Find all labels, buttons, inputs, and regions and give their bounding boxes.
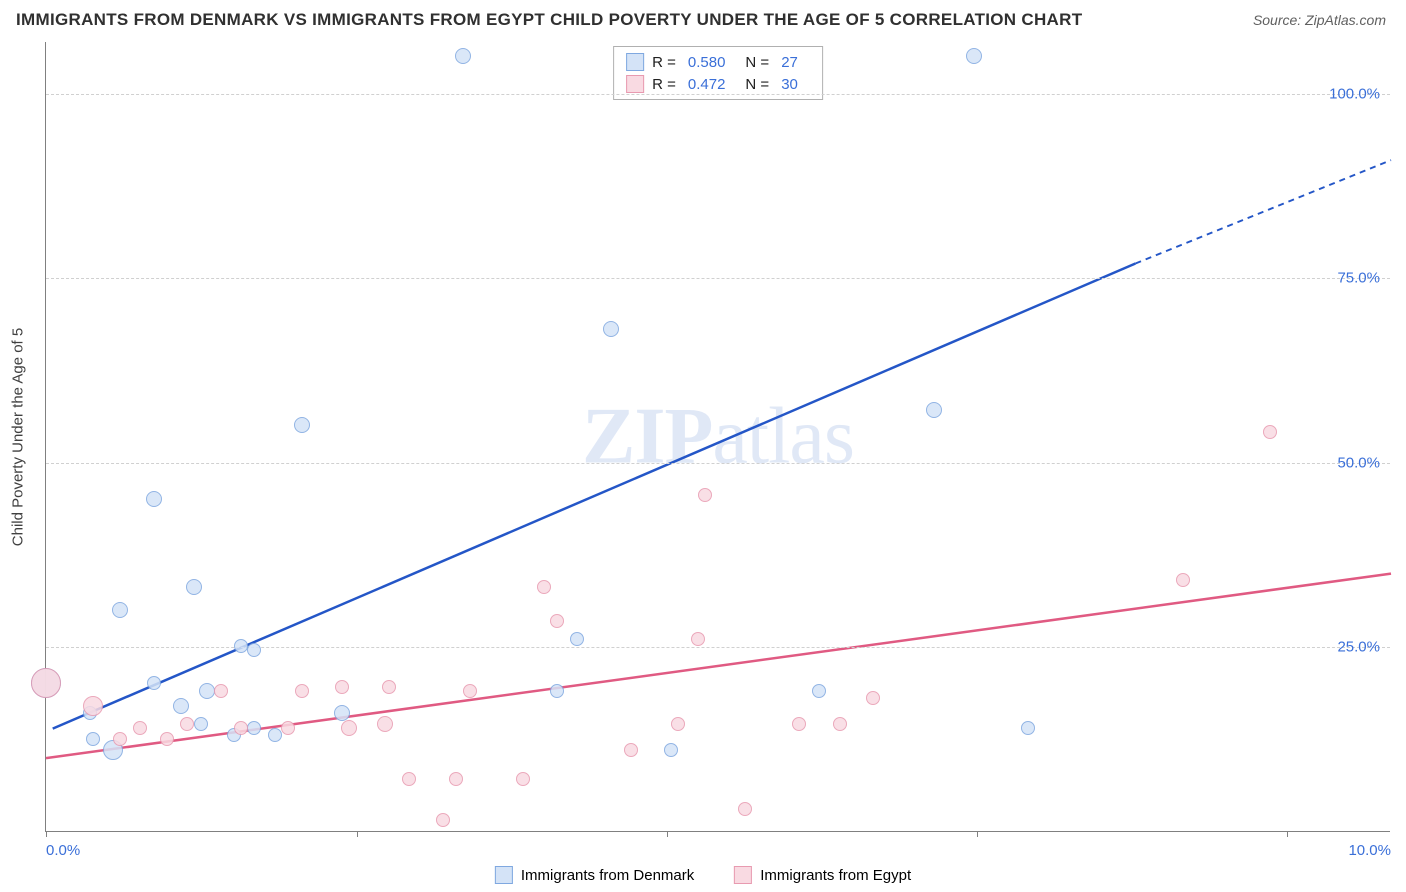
chart-plot-area: Child Poverty Under the Age of 5 ZIPatla… — [45, 42, 1390, 832]
scatter-point — [926, 402, 942, 418]
x-tick-mark — [667, 831, 668, 837]
legend-swatch — [495, 866, 513, 884]
legend-swatch — [734, 866, 752, 884]
scatter-point — [671, 717, 685, 731]
scatter-point — [603, 321, 619, 337]
scatter-point — [86, 732, 100, 746]
scatter-point — [214, 684, 228, 698]
scatter-point — [247, 643, 261, 657]
scatter-point — [550, 684, 564, 698]
scatter-point — [334, 705, 350, 721]
scatter-point — [812, 684, 826, 698]
x-tick-label: 10.0% — [1348, 842, 1391, 859]
scatter-point — [186, 579, 202, 595]
scatter-point — [436, 813, 450, 827]
scatter-point — [180, 717, 194, 731]
legend-correlation-row: R = 0.472 N = 30 — [626, 73, 810, 95]
scatter-point — [516, 772, 530, 786]
scatter-point — [1021, 721, 1035, 735]
scatter-point — [792, 717, 806, 731]
legend-n-label: N = — [745, 76, 769, 93]
scatter-point — [455, 48, 471, 64]
scatter-point — [335, 680, 349, 694]
scatter-point — [31, 668, 61, 698]
scatter-point — [866, 691, 880, 705]
legend-r-value: 0.580 — [688, 54, 726, 71]
legend-r-label: R = — [652, 54, 676, 71]
scatter-point — [247, 721, 261, 735]
scatter-point — [382, 680, 396, 694]
legend-series-label: Immigrants from Denmark — [521, 867, 694, 884]
scatter-point — [550, 614, 564, 628]
legend-r-value: 0.472 — [688, 76, 726, 93]
scatter-point — [173, 698, 189, 714]
scatter-point — [341, 720, 357, 736]
scatter-point — [537, 580, 551, 594]
x-tick-mark — [357, 831, 358, 837]
chart-source: Source: ZipAtlas.com — [1253, 12, 1386, 28]
legend-series-item: Immigrants from Egypt — [734, 866, 911, 884]
scatter-point — [112, 602, 128, 618]
scatter-point — [113, 732, 127, 746]
chart-title: IMMIGRANTS FROM DENMARK VS IMMIGRANTS FR… — [16, 10, 1082, 30]
scatter-point — [698, 488, 712, 502]
series-legend: Immigrants from Denmark Immigrants from E… — [495, 866, 911, 884]
scatter-point — [570, 632, 584, 646]
scatter-point — [624, 743, 638, 757]
legend-n-value: 30 — [781, 76, 798, 93]
grid-line — [46, 463, 1390, 464]
y-tick-label: 25.0% — [1337, 639, 1380, 656]
trend-line-dashed — [1135, 160, 1391, 263]
scatter-point — [133, 721, 147, 735]
scatter-point — [691, 632, 705, 646]
scatter-point — [1263, 425, 1277, 439]
y-tick-label: 50.0% — [1337, 454, 1380, 471]
y-tick-label: 100.0% — [1329, 85, 1380, 102]
legend-correlation-row: R = 0.580 N = 27 — [626, 51, 810, 73]
y-tick-label: 75.0% — [1337, 270, 1380, 287]
scatter-point — [83, 696, 103, 716]
legend-swatch — [626, 75, 644, 93]
correlation-legend: R = 0.580 N = 27 R = 0.472 N = 30 — [613, 46, 823, 100]
x-tick-mark — [1287, 831, 1288, 837]
scatter-point — [402, 772, 416, 786]
scatter-point — [833, 717, 847, 731]
legend-r-label: R = — [652, 76, 676, 93]
scatter-point — [281, 721, 295, 735]
scatter-point — [194, 717, 208, 731]
y-axis-label: Child Poverty Under the Age of 5 — [10, 327, 27, 545]
scatter-point — [147, 676, 161, 690]
scatter-point — [295, 684, 309, 698]
grid-line — [46, 278, 1390, 279]
x-tick-label: 0.0% — [46, 842, 80, 859]
scatter-point — [234, 721, 248, 735]
legend-swatch — [626, 53, 644, 71]
scatter-point — [664, 743, 678, 757]
scatter-point — [377, 716, 393, 732]
legend-n-value: 27 — [781, 54, 798, 71]
scatter-point — [738, 802, 752, 816]
scatter-point — [268, 728, 282, 742]
grid-line — [46, 94, 1390, 95]
chart-header: IMMIGRANTS FROM DENMARK VS IMMIGRANTS FR… — [0, 0, 1406, 38]
legend-series-label: Immigrants from Egypt — [760, 867, 911, 884]
legend-series-item: Immigrants from Denmark — [495, 866, 694, 884]
scatter-point — [234, 639, 248, 653]
scatter-point — [966, 48, 982, 64]
scatter-point — [1176, 573, 1190, 587]
scatter-point — [294, 417, 310, 433]
x-tick-mark — [977, 831, 978, 837]
trend-lines-svg — [46, 42, 1390, 831]
scatter-point — [160, 732, 174, 746]
scatter-point — [146, 491, 162, 507]
legend-n-label: N = — [745, 54, 769, 71]
scatter-point — [449, 772, 463, 786]
x-tick-mark — [46, 831, 47, 837]
scatter-point — [463, 684, 477, 698]
trend-line — [53, 263, 1136, 728]
